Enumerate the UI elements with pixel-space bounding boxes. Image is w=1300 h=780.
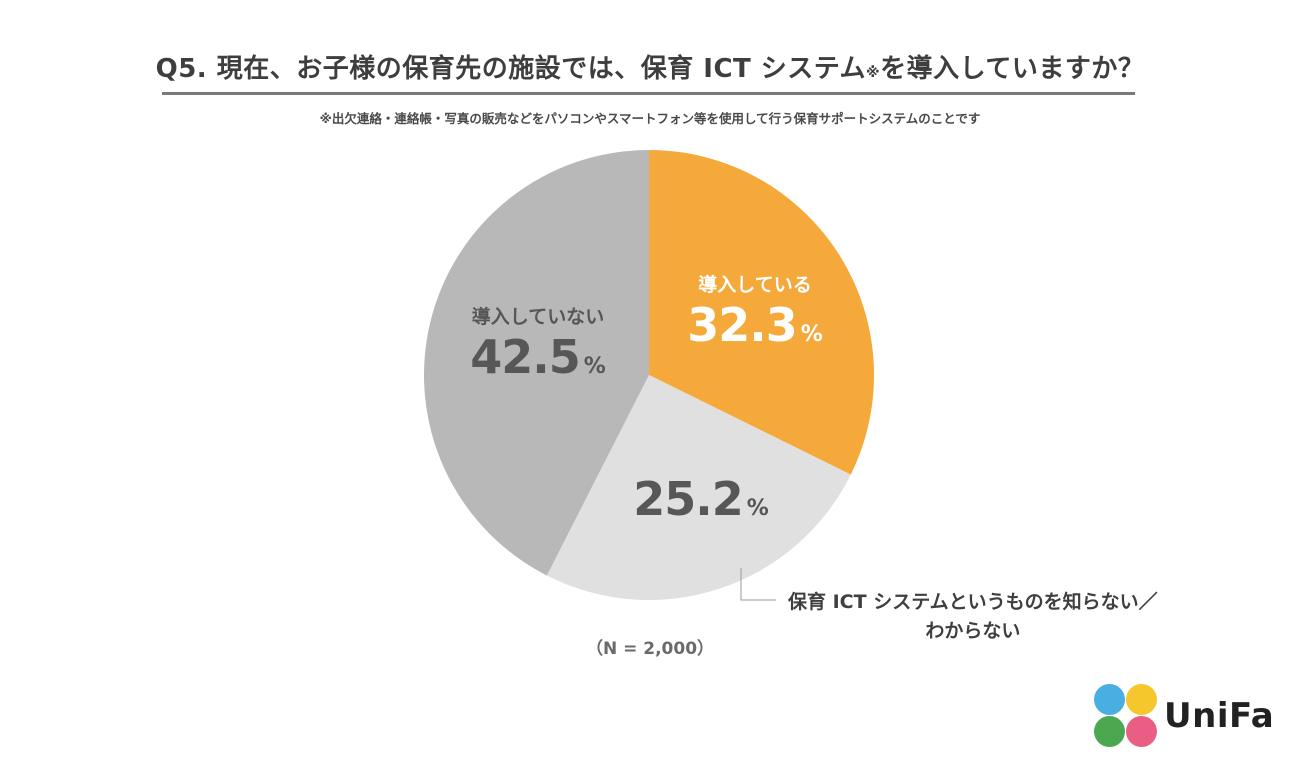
slice-value-not-installed: 42.5 (470, 330, 580, 384)
logo-dot-yellow (1126, 684, 1157, 715)
pie-slice-unknown (546, 375, 851, 601)
slice-label-not-installed: 導入していない 42.5% (433, 304, 643, 384)
title-footnote-mark: ※ (866, 65, 881, 81)
slice-label-unknown: 25.2% (596, 472, 806, 526)
sample-size: （N = 2,000） (585, 639, 715, 659)
slice-name-installed: 導入している (698, 274, 812, 296)
title-divider (162, 92, 1135, 95)
callout-line-2: わからない (925, 620, 1021, 642)
slice-unit-not-installed: % (583, 354, 606, 379)
pie-slice-not-installed (424, 150, 649, 576)
logo-dot-green (1094, 716, 1125, 747)
pie-slice-installed (649, 150, 874, 475)
slice-callout-unknown: 保育 ICT システムというものを知らない／ わからない (788, 588, 1158, 646)
logo-dots (1092, 682, 1158, 748)
logo-wordmark: UniFa (1164, 696, 1275, 736)
slice-name-not-installed: 導入していない (471, 306, 605, 328)
logo-dot-pink (1126, 716, 1157, 747)
slice-value-unknown: 25.2 (633, 472, 743, 526)
unifa-logo: UniFa (1092, 682, 1275, 752)
callout-line-1: 保育 ICT システムというものを知らない／ (788, 591, 1158, 613)
chart-footnote: ※出欠連絡・連絡帳・写真の販売などをパソコンやスマートフォン等を使用して行う保育… (319, 111, 981, 126)
chart-title: Q5. 現在、お子様の保育先の施設では、保育 ICT システム※を導入しています… (155, 54, 1145, 84)
slice-value-installed: 32.3 (687, 298, 797, 352)
callout-leader-line (740, 568, 776, 601)
logo-dot-blue (1094, 684, 1125, 715)
slice-unit-unknown: % (746, 496, 769, 521)
slice-label-installed: 導入している 32.3% (650, 272, 860, 352)
slice-unit-installed: % (800, 322, 823, 347)
